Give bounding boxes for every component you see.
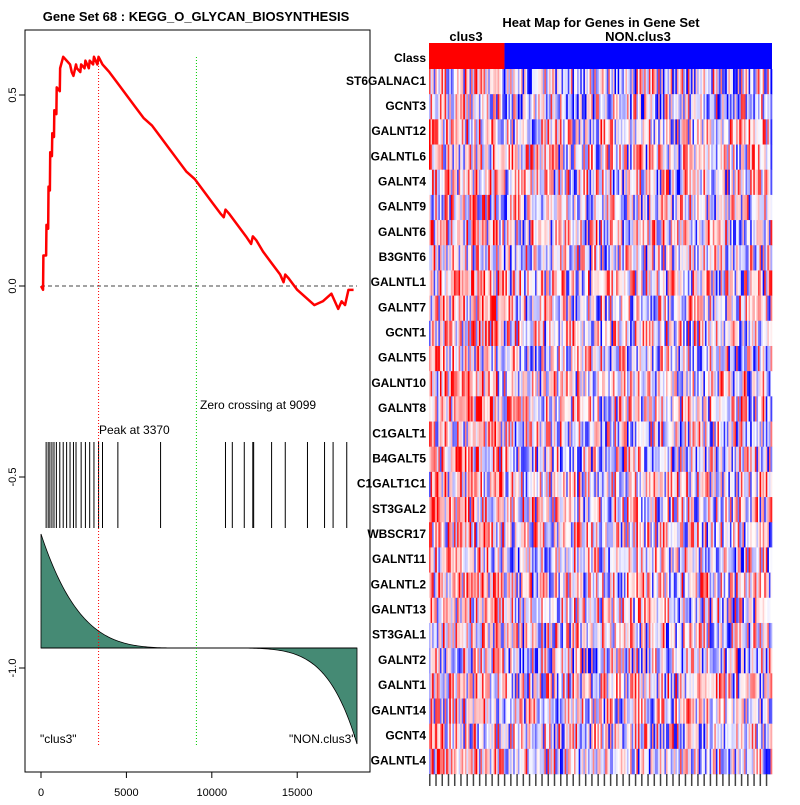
gene-label: GALNT5 [378, 351, 426, 365]
gene-labels: ST6GALNAC1 GCNT3 GALNT12 GALNTL6 GALNT4 GALNT… [346, 74, 426, 768]
group-label-clus3: clus3 [449, 29, 482, 44]
x-tick-label: 10000 [197, 787, 228, 799]
gene-label: GCNT1 [385, 326, 426, 340]
y-tick-label: -1.0 [7, 659, 19, 678]
gene-label: GALNT6 [378, 225, 426, 239]
heatmap-cell [770, 447, 772, 472]
zero-crossing-annotation: Zero crossing at 9099 [200, 398, 316, 412]
y-tick-label: -0.5 [7, 468, 19, 487]
gene-label: GALNT12 [371, 124, 426, 138]
gene-label: GALNT13 [371, 603, 426, 617]
group-label-non-clus3: NON.clus3 [605, 29, 671, 44]
heatmap-title: Heat Map for Genes in Gene Set [502, 15, 700, 30]
heatmap-cell [770, 573, 772, 598]
heatmap-cell [770, 94, 772, 119]
class-segment [504, 43, 772, 69]
x-tick-label: 0 [38, 787, 44, 799]
right-class-label: "NON.clus3" [289, 732, 356, 746]
heatmap-cell [770, 195, 772, 220]
heatmap-cells [429, 69, 772, 774]
heatmap-cell [770, 497, 772, 522]
heatmap-cell [770, 145, 772, 170]
ranked-metric-fill [41, 534, 357, 744]
gene-label: GALNT7 [378, 300, 426, 314]
gene-label: GALNT11 [372, 552, 426, 566]
heatmap-cell [770, 598, 772, 623]
gene-label: C1GALT1C1 [357, 477, 426, 491]
gene-label: GCNT4 [385, 728, 426, 742]
gene-label: GALNT2 [378, 653, 426, 667]
gene-label: B4GALT5 [372, 451, 426, 465]
heatmap-cell [770, 296, 772, 321]
ranked-metric-area [41, 534, 357, 744]
heatmap-cell [770, 422, 772, 447]
gene-label: ST3GAL1 [372, 628, 426, 642]
class-row-label: Class [394, 51, 426, 65]
gene-label: C1GALT1 [372, 426, 426, 440]
enrichment-title: Gene Set 68 : KEGG_O_GLYCAN_BIOSYNTHESIS [43, 9, 350, 24]
gene-label: GALNT14 [371, 703, 426, 717]
gene-label: GALNT4 [378, 174, 426, 188]
y-tick-label: 0.0 [7, 278, 19, 293]
gene-label: ST3GAL2 [372, 502, 426, 516]
gene-label: GALNTL4 [371, 754, 427, 768]
heatmap-cell [770, 119, 772, 144]
gene-label: GALNTL1 [371, 275, 427, 289]
gene-label: GALNT10 [371, 376, 426, 390]
peak-annotation: Peak at 3370 [99, 423, 170, 437]
heatmap-cell [770, 396, 772, 421]
gene-label: GALNT9 [378, 200, 426, 214]
class-bar [429, 43, 772, 69]
heatmap-cell [770, 472, 772, 497]
heatmap-cell [770, 245, 772, 270]
heatmap-cell [770, 170, 772, 195]
heatmap-cell [770, 522, 772, 547]
left-class-label: "clus3" [40, 732, 77, 746]
heatmap-cell [770, 69, 772, 94]
x-axis: 0 5000 10000 15000 [38, 772, 313, 799]
x-tick-label: 5000 [114, 787, 138, 799]
gene-hit-marks [46, 442, 347, 528]
gene-label: ST6GALNAC1 [346, 74, 426, 88]
heatmap-cell [770, 321, 772, 346]
y-tick-label: 0.5 [7, 87, 19, 102]
x-tick-label: 15000 [282, 787, 313, 799]
class-segment [429, 43, 504, 69]
heatmap-cell [770, 371, 772, 396]
heatmap-cell [770, 220, 772, 245]
heatmap-cell [770, 547, 772, 572]
y-axis: 0.5 0.0 -0.5 -1.0 [7, 87, 25, 677]
enrichment-plot: Gene Set 68 : KEGG_O_GLYCAN_BIOSYNTHESIS… [7, 9, 370, 799]
heatmap-cell [770, 346, 772, 371]
gene-label: GALNTL6 [371, 149, 427, 163]
gene-label: B3GNT6 [379, 250, 427, 264]
heatmap-panel: Heat Map for Genes in Gene Set clus3 NON… [346, 15, 772, 786]
gene-label: GALNT8 [378, 401, 426, 415]
enrichment-series [41, 57, 354, 309]
gene-label: GALNTL2 [371, 577, 427, 591]
heatmap-cell [770, 270, 772, 295]
enrichment-score-line [41, 57, 354, 309]
gene-label: WBSCR17 [367, 527, 426, 541]
gene-label: GCNT3 [385, 99, 426, 113]
gene-label: GALNT1 [378, 678, 426, 692]
